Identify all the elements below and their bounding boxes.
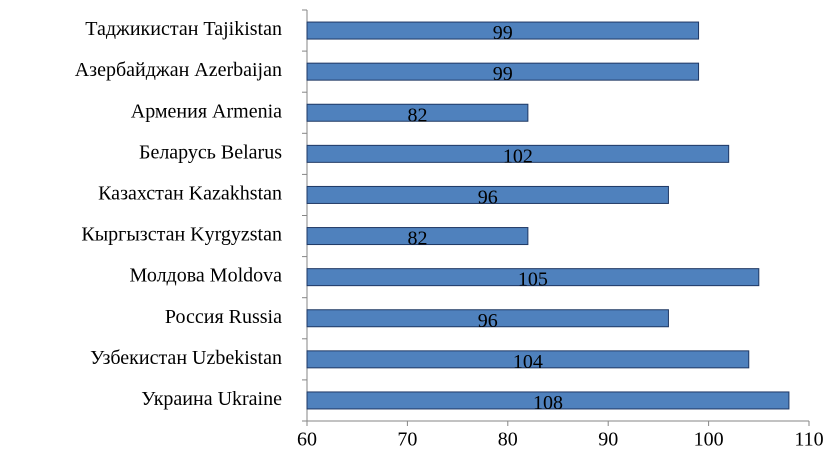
data-label: 105 [518,269,548,291]
bar [306,309,669,328]
data-label: 99 [493,22,513,44]
y-tick-label: Таджикистан Tajikistan [85,18,282,40]
bar [306,62,700,81]
bar [306,21,700,40]
bar [306,144,730,163]
data-label: 96 [478,310,498,332]
data-label: 82 [407,228,427,250]
bar [306,227,529,246]
bar [306,350,750,369]
data-label: 82 [407,104,427,126]
data-label: 99 [493,63,513,85]
x-tick-label: 90 [598,429,618,451]
y-tick-label: Узбекистан Uzbekistan [90,347,282,369]
data-label: 108 [533,392,563,414]
y-tick-label: Беларусь Belarus [139,141,282,163]
data-label: 102 [503,145,533,167]
bar [306,185,669,204]
x-tick-label: 80 [498,429,518,451]
data-label: 96 [478,187,498,209]
x-tick-label: 100 [694,429,724,451]
y-tick-label: Кыргызстан Kyrgyzstan [81,224,282,246]
y-tick-label: Украина Ukraine [141,388,282,410]
y-tick-label: Россия Russia [165,306,282,328]
bar [306,103,529,122]
data-label: 104 [513,351,543,373]
x-tick-label: 110 [794,429,823,451]
y-tick-label: Казахстан Kazakhstan [98,183,282,205]
y-tick-label: Армения Armenia [131,100,282,122]
bar [306,391,790,410]
y-tick-label: Молдова Moldova [130,265,283,287]
x-tick-label: 60 [297,429,317,451]
bar [306,268,760,287]
y-tick-label: Азербайджан Azerbaijan [75,59,282,81]
x-tick-label: 70 [397,429,417,451]
